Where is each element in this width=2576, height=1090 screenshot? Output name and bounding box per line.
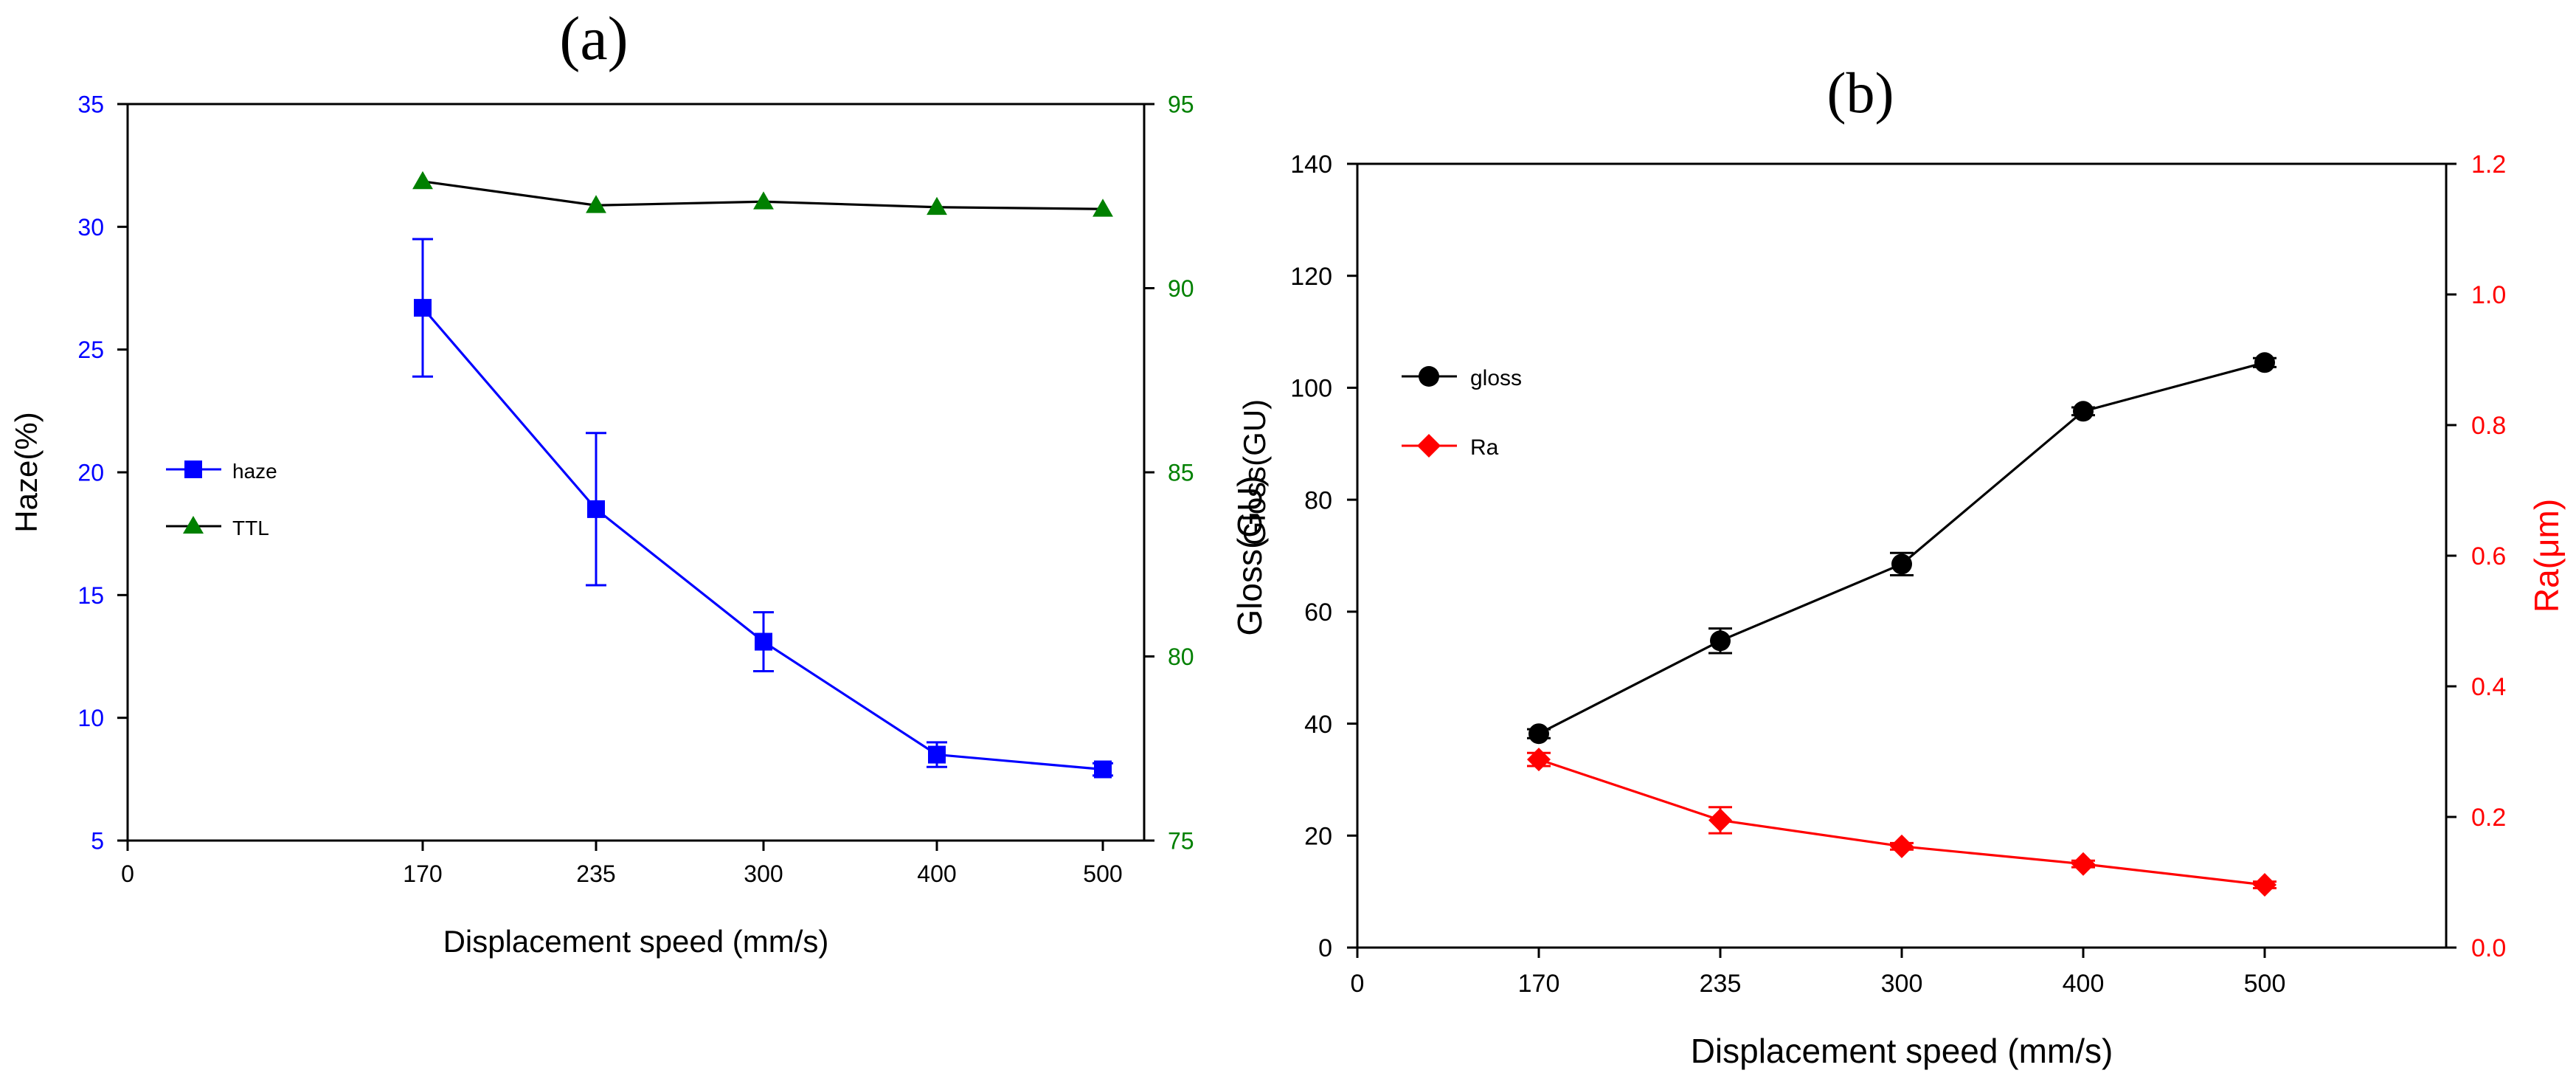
series-haze-point (414, 299, 432, 317)
legend-item-ttl: TTL (166, 516, 269, 539)
x-tick-label: 235 (1700, 970, 1742, 998)
legend-ra-marker (1417, 434, 1441, 458)
right-y-tick-label: 0.6 (2471, 542, 2506, 570)
left-y-tick-label: 140 (1290, 151, 1332, 179)
panel-a: (a) 0 170 235 300 400 500 5 10 15 20 25 30 35 75 80 8… (9, 4, 1272, 959)
x-tick-label: 400 (917, 860, 956, 887)
right-y-tick-label: 0.0 (2471, 934, 2506, 962)
right-y-tick-label: 95 (1168, 92, 1194, 118)
left-y-tick-label: 120 (1290, 263, 1332, 291)
series-haze-point (755, 632, 772, 651)
left-y-tick-label: 35 (77, 92, 104, 118)
x-tick-label: 170 (1518, 970, 1560, 998)
left-y-tick-label: 80 (1304, 486, 1332, 514)
panel-b-label: (b) (1827, 61, 1894, 125)
panel-b: (b) 0 170 235 300 400 500 020406080100120140 … (1230, 61, 2566, 1070)
left-y-tick-label: 40 (1304, 711, 1332, 739)
panel-b-left-y-ticks: 0 20 40 60 80 100 120 140 (1290, 151, 1357, 962)
left-y-tick-label: 20 (1304, 823, 1332, 851)
right-y-tick-label: 0.8 (2471, 412, 2506, 440)
x-tick-label: 300 (744, 860, 783, 887)
panel-a-legend: haze TTL (166, 460, 277, 539)
series-ra-point (1527, 748, 1551, 772)
panel-a-x-ticks: 0 170 235 300 400 500 (121, 841, 1123, 887)
panel-a-plot-frame (126, 103, 1146, 842)
series-ra-point (2071, 852, 2095, 876)
panel-a-x-axis-label: Displacement speed (mm/s) (443, 924, 829, 959)
right-y-tick-label: 75 (1168, 828, 1194, 855)
right-y-tick-label: 85 (1168, 460, 1194, 486)
series-gloss-point (1710, 630, 1731, 652)
panel-a-left-y-ticks: 5 10 15 20 25 30 35 (77, 92, 128, 855)
x-tick-label: 500 (2244, 970, 2286, 998)
right-y-tick-label: 80 (1168, 644, 1194, 670)
series-haze-point (587, 500, 605, 518)
left-y-tick-label: 30 (77, 214, 104, 241)
x-tick-label: 0 (1351, 970, 1365, 998)
series-gloss-point (2073, 401, 2094, 422)
series-ttl-point (927, 196, 947, 215)
right-y-tick-label: 1.0 (2471, 281, 2506, 309)
legend-ra-label: Ra (1470, 435, 1499, 460)
legend-ttl-label: TTL (232, 517, 269, 539)
right-y-tick-label: 90 (1168, 275, 1194, 302)
left-y-tick-label: 60 (1304, 599, 1332, 627)
series-ttl-point (412, 170, 433, 190)
right-y-tick-label: 0.4 (2471, 673, 2506, 701)
series-haze-line (421, 307, 1104, 771)
panel-b-legend: gloss Ra (1402, 366, 1522, 460)
left-y-tick-label: 100 (1290, 375, 1332, 403)
series-haze-point (1094, 760, 1112, 779)
series-ttl-point (586, 195, 606, 213)
legend-ttl-marker (183, 516, 204, 534)
x-tick-label: 400 (2063, 970, 2105, 998)
panel-b-x-axis-label: Displacement speed (mm/s) (1691, 1032, 2113, 1070)
series-gloss-line (1538, 361, 2265, 735)
panel-b-right-y-axis-label: Ra(μm) (2527, 499, 2566, 613)
series-gloss-point (2254, 352, 2275, 373)
legend-item-ra: Ra (1402, 434, 1499, 460)
legend-item-gloss: gloss (1402, 366, 1522, 390)
panel-a-right-y-ticks: 75 80 85 90 95 (1144, 92, 1194, 855)
right-y-tick-label: 1.2 (2471, 151, 2506, 179)
legend-gloss-label: gloss (1470, 366, 1522, 390)
series-haze-point (928, 745, 946, 764)
series-gloss-point (1891, 553, 1912, 575)
legend-haze-label: haze (232, 460, 277, 483)
panel-a-label: (a) (559, 4, 628, 73)
panel-a-right-y-axis-label: Gloss(GU) (1237, 399, 1272, 545)
series-ra-point (1890, 834, 1914, 858)
legend-item-haze: haze (166, 460, 277, 483)
x-tick-label: 0 (121, 860, 134, 887)
series-ra-line (1538, 758, 2265, 886)
panel-b-x-ticks: 0 170 235 300 400 500 (1351, 948, 2286, 998)
panel-b-right-y-ticks: 0.0 0.2 0.4 0.6 0.8 1.0 1.2 (2446, 151, 2506, 962)
x-tick-label: 235 (576, 860, 615, 887)
panel-b-left-y-axis-label: Gloss(GU) (1230, 475, 1269, 635)
legend-gloss-marker (1419, 366, 1439, 387)
panel-a-series (412, 170, 1113, 779)
left-y-tick-label: 25 (77, 337, 104, 363)
right-y-tick-label: 0.2 (2471, 804, 2506, 832)
series-ra-point (1708, 808, 1732, 832)
series-ra-point (2253, 873, 2276, 897)
x-tick-label: 500 (1083, 860, 1122, 887)
left-y-tick-label: 15 (77, 582, 104, 609)
panel-a-left-y-axis-label: Haze(%) (9, 412, 44, 532)
series-gloss-point (1528, 723, 1549, 745)
left-y-tick-label: 20 (77, 460, 104, 486)
series-ttl-point (753, 191, 774, 210)
series-ttl-point (1093, 199, 1113, 217)
legend-haze-marker (184, 461, 202, 478)
x-tick-label: 300 (1881, 970, 1923, 998)
left-y-tick-label: 10 (77, 705, 104, 731)
x-tick-label: 170 (403, 860, 442, 887)
left-y-tick-label: 5 (91, 828, 104, 855)
left-y-tick-label: 0 (1318, 934, 1332, 962)
panel-b-series (1527, 352, 2276, 897)
